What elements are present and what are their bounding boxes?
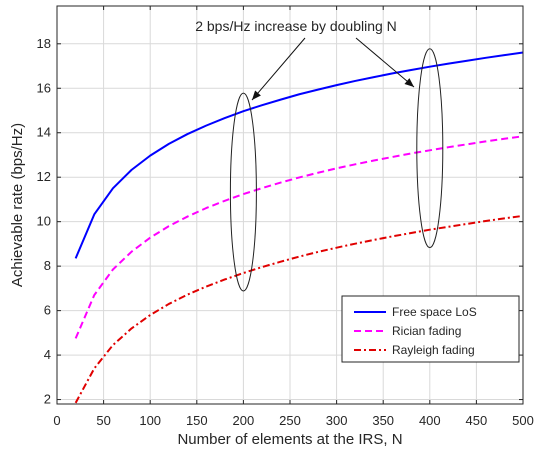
x-axis-title: Number of elements at the IRS, N [177, 431, 402, 448]
x-tick-label: 200 [233, 413, 255, 428]
x-tick-label: 300 [326, 413, 348, 428]
y-tick-label: 2 [44, 392, 51, 407]
grid [56, 6, 524, 404]
x-tick-label: 450 [466, 413, 488, 428]
x-tick-label: 350 [372, 413, 394, 428]
legend-label-rician-fading: Rician fading [392, 324, 461, 338]
x-tick-label: 50 [96, 413, 110, 428]
y-tick-label: 6 [44, 303, 51, 318]
annotation-arrow-left-head [252, 90, 261, 100]
annotation-arrow-right-shaft [355, 37, 415, 88]
x-tick-label: 500 [512, 413, 534, 428]
y-tick-label: 12 [37, 169, 51, 184]
legend-label-rayleigh-fading: Rayleigh fading [392, 343, 475, 357]
series-lines [74, 51, 524, 404]
y-axis-title: Achievable rate (bps/Hz) [9, 123, 26, 287]
marked-regions [229, 37, 444, 292]
x-tick-label: 150 [186, 413, 208, 428]
annotation-text: 2 bps/Hz increase by doubling N [195, 18, 397, 34]
legend-label-free-space-los: Free space LoS [392, 305, 477, 319]
y-tick-label: 10 [37, 214, 51, 229]
mark-ellipse-200 [229, 92, 257, 292]
annotation-arrow-left-shaft [251, 37, 306, 101]
y-tick-label: 8 [44, 258, 51, 273]
series-line-rician-fading [74, 135, 524, 339]
x-tick-label: 250 [279, 413, 301, 428]
legend: Free space LoS Rician fading Rayleigh fa… [341, 295, 520, 363]
x-tick-label: 400 [419, 413, 441, 428]
y-tick-label: 18 [37, 36, 51, 51]
x-tick-label: 0 [53, 413, 60, 428]
y-tick-label: 4 [44, 347, 51, 362]
x-tick-label: 100 [139, 413, 161, 428]
mark-ellipse-400 [416, 48, 444, 249]
series-line-rayleigh-fading [74, 214, 524, 404]
annotation-arrow-right-head [404, 78, 414, 87]
y-tick-label: 14 [37, 125, 51, 140]
y-tick-label: 16 [37, 80, 51, 95]
axes: 0 50 100 150 200 250 300 350 400 450 500 2 4 6 8 10 12 14… [37, 5, 534, 428]
series-line-free-space-los [74, 51, 524, 259]
